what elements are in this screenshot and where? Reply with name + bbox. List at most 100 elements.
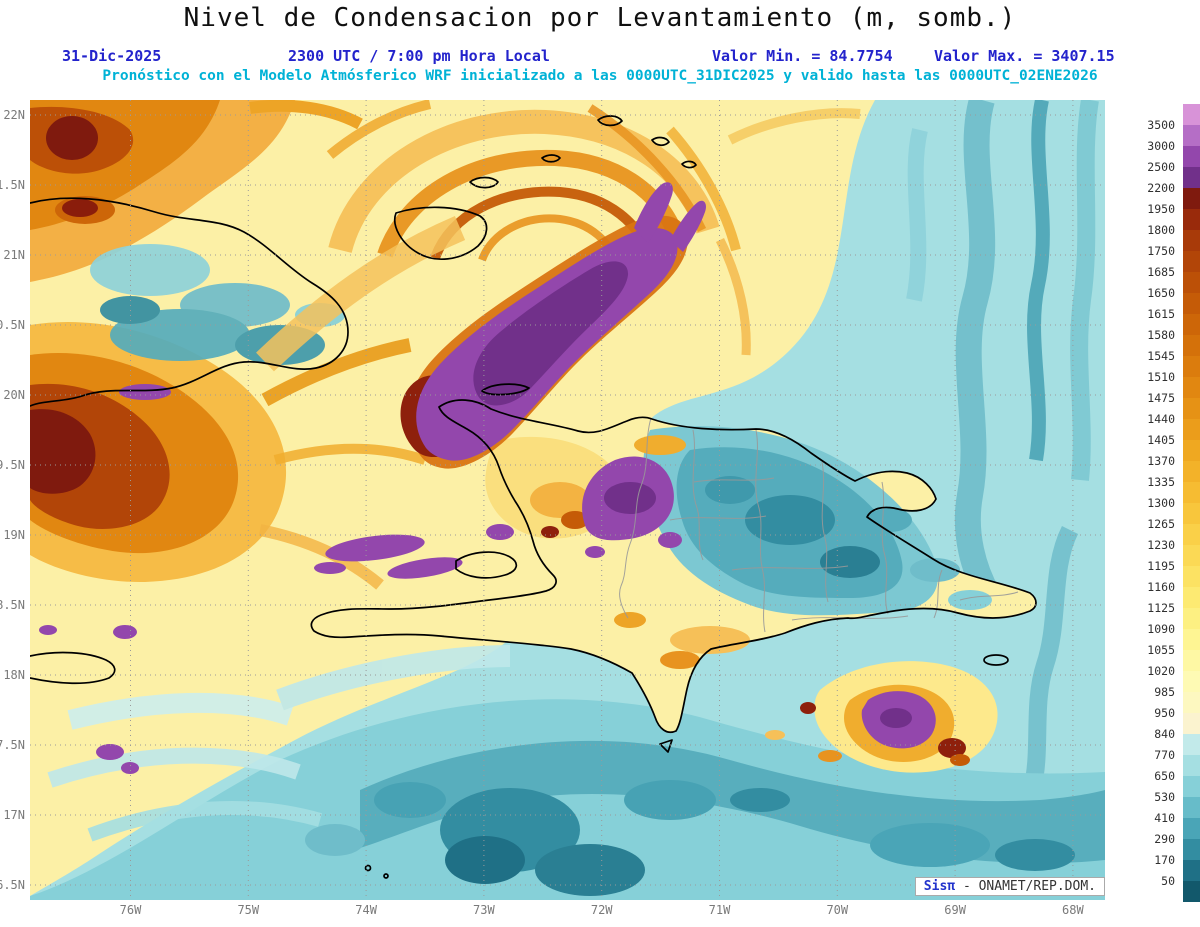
colorbar-cell — [1183, 104, 1200, 125]
purple-spot-cuba — [119, 384, 171, 400]
colorbar-level-label: 1750 — [1147, 244, 1175, 258]
colorbar-level-label: 1020 — [1147, 664, 1175, 678]
colorbar-cell — [1183, 293, 1200, 314]
colorbar-cell — [1183, 272, 1200, 293]
colorbar-labels: 3500 3000 2500 2200 1950 1800 1750 1685 1650 1615… — [1108, 104, 1178, 902]
colorbar-level-label: 1650 — [1147, 286, 1175, 300]
colorbar-cell — [1183, 146, 1200, 167]
valid-date: 31-Dic-2025 — [62, 47, 162, 65]
tortuga-island — [481, 383, 530, 396]
x-tick-label: 72W — [590, 903, 613, 917]
gonave-island — [455, 551, 518, 579]
colorbar-level-label: 770 — [1154, 748, 1175, 762]
colorbar-level-label: 170 — [1154, 853, 1175, 867]
max-value-label: Valor Max. = 3407.15 — [934, 47, 1115, 65]
y-tick-label: 21N — [3, 248, 25, 262]
y-tick-label: 9.5N — [0, 458, 25, 472]
atlantic-teal-streaks — [906, 100, 1099, 793]
colorbar-cell — [1183, 671, 1200, 692]
colorbar-level-label: 1265 — [1147, 517, 1175, 531]
colorbar-level-label: 650 — [1154, 769, 1175, 783]
colorbar-level-label: 290 — [1154, 832, 1175, 846]
colorbar-cell — [1183, 251, 1200, 272]
colorbar-cell — [1183, 398, 1200, 419]
colorbar-cell — [1183, 881, 1200, 902]
purple-spots-left — [39, 625, 139, 774]
y-tick-label: 1.5N — [0, 178, 25, 192]
colorbar-cell — [1183, 125, 1200, 146]
y-tick-label: 17N — [3, 808, 25, 822]
forecast-line: Pronóstico con el Modelo Atmósferico WRF… — [102, 68, 1098, 84]
y-tick-label: 19N — [3, 528, 25, 542]
cuba-north-red-spot — [55, 196, 115, 224]
colorbar-cell — [1183, 167, 1200, 188]
x-tick-label: 70W — [826, 903, 849, 917]
colorbar-level-label: 1685 — [1147, 265, 1175, 279]
x-tick-label: 69W — [944, 903, 966, 917]
colorbar-cell — [1183, 230, 1200, 251]
y-axis-ticks: 22N 1.5N 21N 0.5N 20N 9.5N 19N 8.5N 18N 7.5N 17N 6.… — [0, 100, 27, 900]
purple-streaks-southwest — [314, 524, 514, 579]
colorbar-level-label: 840 — [1154, 727, 1175, 741]
cay-islet — [364, 864, 372, 872]
colorbar-level-label: 1195 — [1147, 559, 1175, 573]
watermark-brand: Sisπ — [923, 879, 956, 894]
colorbar-level-label: 1055 — [1147, 643, 1175, 657]
colorbar-cell — [1183, 608, 1200, 629]
colorbar-level-label: 410 — [1154, 811, 1175, 825]
colorbar-cell — [1183, 650, 1200, 671]
colorbar-level-label: 1335 — [1147, 475, 1175, 489]
colorbar-cell — [1183, 356, 1200, 377]
colorbar-level-label: 1125 — [1147, 601, 1175, 615]
colorbar-level-label: 1475 — [1147, 391, 1175, 405]
x-tick-label: 71W — [708, 903, 731, 917]
colorbar-cell — [1183, 797, 1200, 818]
watermark-text: - ONAMET/REP.DOM. — [962, 879, 1096, 894]
colorbar-cell — [1183, 482, 1200, 503]
colorbar-level-label: 1300 — [1147, 496, 1175, 510]
x-axis-ticks: 76W 75W 74W 73W 72W 71W 70W 69W 68W — [30, 903, 1105, 921]
colorbar — [1183, 104, 1200, 902]
colorbar-level-label: 3500 — [1147, 118, 1175, 132]
map-canvas — [30, 100, 1105, 900]
colorbar-cell — [1183, 629, 1200, 650]
colorbar-cell — [1183, 860, 1200, 881]
colorbar-cell — [1183, 713, 1200, 734]
x-tick-label: 73W — [473, 903, 495, 917]
colorbar-cell — [1183, 314, 1200, 335]
cuba-coastline — [30, 197, 349, 407]
caribbean-teal-bands — [30, 699, 1105, 900]
colorbar-cell — [1183, 776, 1200, 797]
little-inagua-island — [469, 176, 499, 189]
colorbar-cell — [1183, 692, 1200, 713]
colorbar-level-label: 1090 — [1147, 622, 1175, 636]
beata-island — [659, 739, 673, 753]
great-inagua-island — [394, 206, 488, 260]
x-tick-label: 75W — [237, 903, 260, 917]
y-tick-label: 20N — [3, 388, 25, 402]
colorbar-cell — [1183, 545, 1200, 566]
colorbar-level-label: 1580 — [1147, 328, 1175, 342]
y-tick-label: 22N — [3, 108, 25, 122]
purple-main-region — [400, 182, 707, 469]
southeast-feature — [765, 661, 998, 773]
colorbar-cell — [1183, 461, 1200, 482]
colorbar-cell — [1183, 524, 1200, 545]
colorbar-level-label: 950 — [1154, 706, 1175, 720]
y-tick-label: 6.5N — [0, 878, 25, 892]
colorbar-level-label: 50 — [1161, 874, 1175, 888]
valid-time: 2300 UTC / 7:00 pm Hora Local — [288, 47, 550, 65]
colorbar-level-label: 1440 — [1147, 412, 1175, 426]
colorbar-cell — [1183, 566, 1200, 587]
y-tick-label: 7.5N — [0, 738, 25, 752]
west-orange-region — [30, 321, 427, 590]
x-tick-label: 68W — [1062, 903, 1084, 917]
y-tick-label: 8.5N — [0, 598, 25, 612]
colorbar-level-label: 1160 — [1147, 580, 1175, 594]
colorbar-level-label: 1615 — [1147, 307, 1175, 321]
watermark: Sisπ - ONAMET/REP.DOM. — [914, 877, 1105, 896]
y-tick-label: 18N — [3, 668, 25, 682]
x-tick-label: 74W — [355, 903, 377, 917]
min-value-label: Valor Min. = 84.7754 — [712, 47, 893, 65]
colorbar-level-label: 3000 — [1147, 139, 1175, 153]
